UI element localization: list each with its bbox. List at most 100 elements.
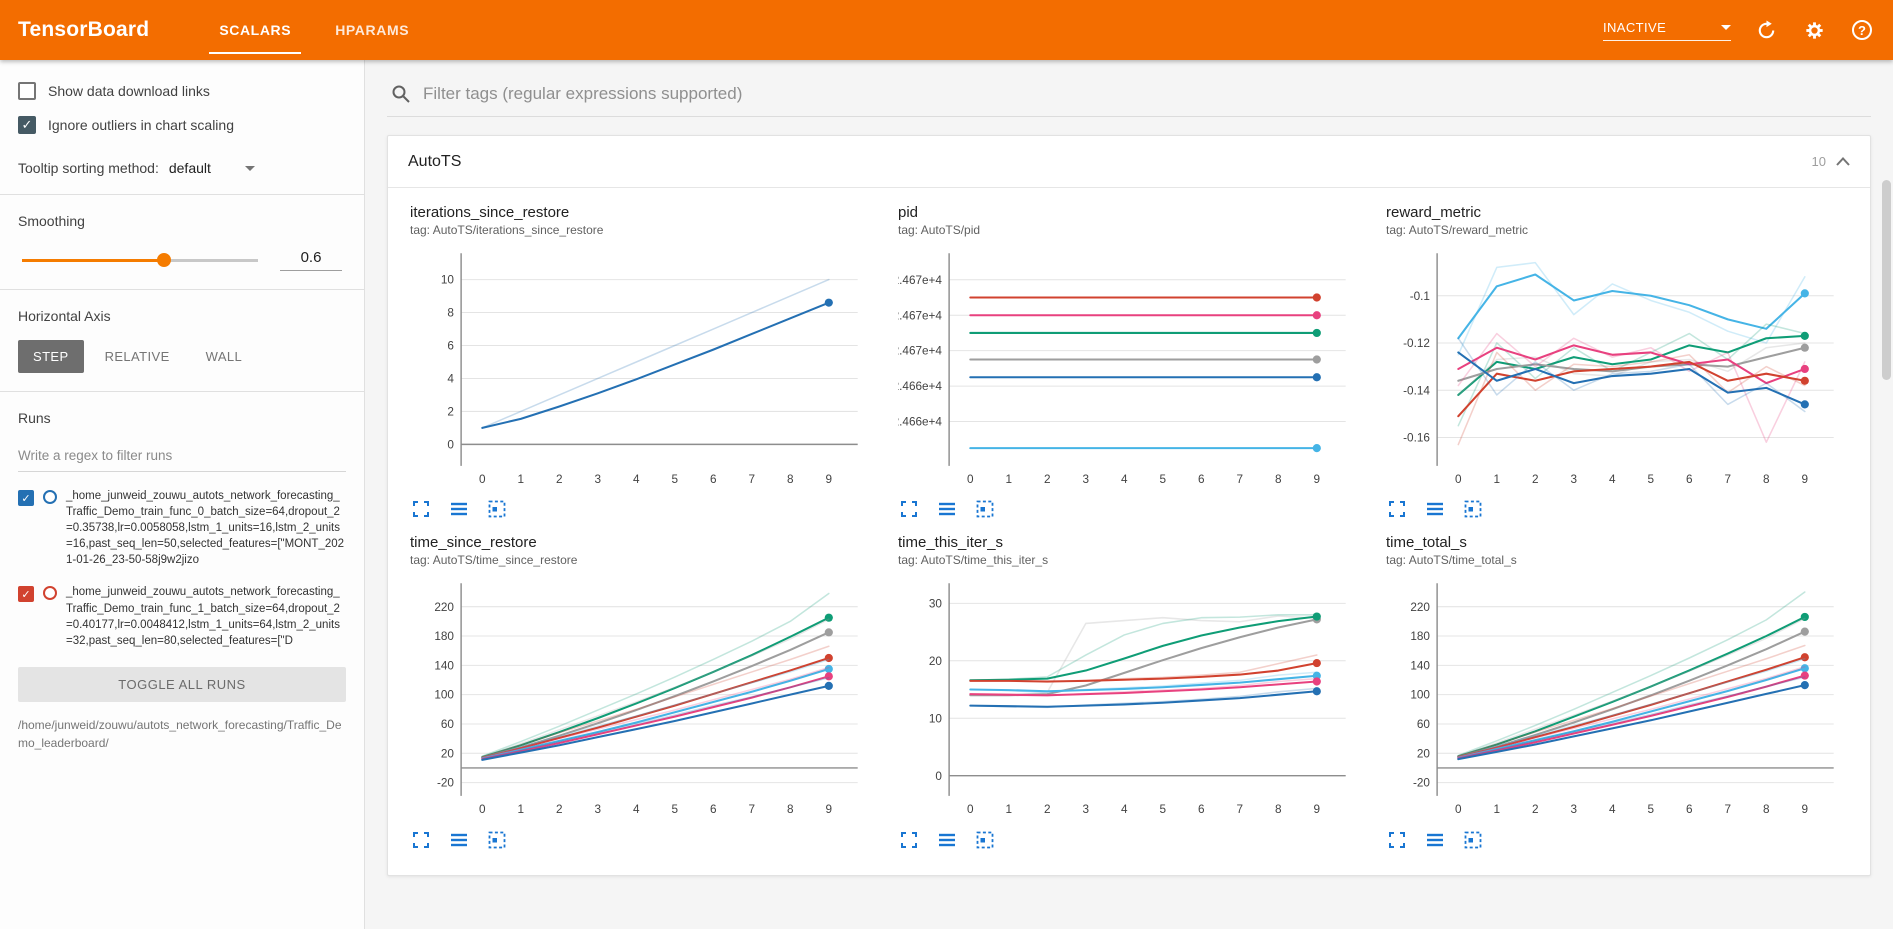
svg-text:0: 0 [1455, 804, 1462, 817]
checkbox-icon[interactable] [18, 82, 36, 100]
ignore-outliers-label: Ignore outliers in chart scaling [48, 117, 234, 133]
svg-text:0: 0 [935, 770, 942, 783]
chart-tag: tag: AutoTS/pid [898, 223, 981, 237]
pin-card-icon[interactable] [1462, 498, 1484, 520]
line-chart[interactable]: 30 20 10 0 0 1 2 3 4 5 6 7 8 9 [898, 573, 1360, 823]
expand-chart-icon[interactable] [1386, 498, 1408, 520]
expand-chart-icon[interactable] [410, 829, 432, 851]
tooltip-sorting-value: default [168, 160, 211, 176]
svg-text:-20: -20 [437, 777, 454, 790]
pin-card-icon[interactable] [974, 498, 996, 520]
svg-text:-0.1: -0.1 [1410, 290, 1430, 303]
svg-text:1: 1 [518, 804, 525, 817]
expand-chart-icon[interactable] [898, 829, 920, 851]
svg-text:30: 30 [929, 598, 943, 611]
slider-thumb[interactable] [156, 253, 171, 267]
svg-text:7: 7 [1237, 804, 1244, 817]
svg-text:2: 2 [556, 473, 563, 486]
smoothing-value-field[interactable]: 0.6 [280, 249, 342, 271]
run-name: _home_junweid_zouwu_autots_network_forec… [66, 490, 345, 567]
chart-toolbar [898, 829, 1360, 851]
ignore-outliers-checkbox[interactable]: ✓ Ignore outliers in chart scaling [18, 116, 346, 134]
chart-tag: tag: AutoTS/iterations_since_restore [410, 223, 604, 237]
svg-text:0: 0 [479, 804, 486, 817]
fit-domain-icon[interactable] [1424, 498, 1446, 520]
line-chart[interactable]: -0.1 -0.12 -0.14 -0.16 0 1 2 3 4 5 6 7 8 9 [1386, 243, 1848, 493]
line-chart[interactable]: 220 180 140 100 60 20 -20 0 1 2 3 4 5 6 7 8 9 [410, 573, 872, 823]
autots-card-title: AutoTS [408, 152, 462, 170]
tab-hparams[interactable]: HPARAMS [313, 0, 431, 60]
svg-text:1: 1 [1006, 473, 1013, 486]
svg-text:3: 3 [595, 804, 602, 817]
tag-filter-input[interactable] [423, 84, 1867, 104]
svg-text:60: 60 [441, 718, 455, 731]
checkbox-icon[interactable]: ✓ [18, 116, 36, 134]
refresh-icon[interactable] [1753, 17, 1779, 43]
pin-card-icon[interactable] [486, 829, 508, 851]
fit-domain-icon[interactable] [1424, 829, 1446, 851]
chevron-up-icon[interactable] [1836, 157, 1850, 166]
divider [0, 194, 364, 195]
tag-filter-bar [387, 74, 1871, 117]
svg-text:2: 2 [1044, 473, 1051, 486]
svg-text:0: 0 [479, 473, 486, 486]
scrollbar-thumb[interactable] [1882, 180, 1891, 380]
run-radio[interactable] [43, 490, 57, 504]
line-chart[interactable]: 0 2 4 6 8 10 0 1 2 3 4 5 6 7 8 9 [410, 243, 872, 493]
app-title: TensorBoard [18, 18, 150, 41]
axis-wall-button[interactable]: WALL [191, 340, 258, 373]
vertical-scrollbar[interactable] [1882, 140, 1891, 920]
fit-domain-icon[interactable] [448, 829, 470, 851]
run-name: _home_junweid_zouwu_autots_network_forec… [66, 586, 340, 647]
settings-sidebar: Show data download links ✓ Ignore outlie… [0, 60, 365, 929]
run-radio[interactable] [43, 586, 57, 601]
fit-domain-icon[interactable] [448, 498, 470, 520]
run-checkbox[interactable]: ✓ [18, 586, 34, 603]
pin-card-icon[interactable] [974, 829, 996, 851]
expand-chart-icon[interactable] [1386, 829, 1408, 851]
expand-chart-icon[interactable] [898, 498, 920, 520]
run-item[interactable]: ✓ _home_junweid_zouwu_autots_network_for… [18, 584, 346, 648]
line-chart[interactable]: 2.467e+4 2.467e+4 2.467e+4 2.466e+4 2.466e+4… [898, 243, 1360, 493]
line-chart[interactable]: 220 180 140 100 60 20 -20 0 1 2 3 4 5 6 7 8 9 [1386, 573, 1848, 823]
fit-domain-icon[interactable] [936, 498, 958, 520]
pin-card-icon[interactable] [486, 498, 508, 520]
chart-toolbar [410, 829, 872, 851]
axis-step-button[interactable]: STEP [18, 340, 84, 373]
tab-scalars[interactable]: SCALARS [197, 0, 313, 60]
tooltip-sorting-dropdown[interactable]: default [169, 160, 255, 176]
run-item[interactable]: ✓ _home_junweid_zouwu_autots_network_for… [18, 488, 346, 568]
svg-text:5: 5 [672, 473, 679, 486]
svg-text:8: 8 [787, 473, 794, 486]
show-download-links-checkbox[interactable]: Show data download links [18, 82, 346, 100]
run-checkbox[interactable]: ✓ [18, 490, 34, 506]
svg-text:60: 60 [1417, 718, 1431, 731]
gear-icon[interactable] [1801, 17, 1827, 43]
svg-text:1: 1 [1494, 473, 1501, 486]
autots-card-header[interactable]: AutoTS 10 [388, 136, 1870, 188]
pin-card-icon[interactable] [1462, 829, 1484, 851]
tooltip-sorting-label: Tooltip sorting method: [18, 160, 159, 176]
svg-text:0: 0 [1455, 473, 1462, 486]
svg-text:2.466e+4: 2.466e+4 [898, 416, 942, 429]
svg-text:180: 180 [434, 630, 454, 643]
axis-relative-button[interactable]: RELATIVE [90, 340, 185, 373]
svg-text:4: 4 [1121, 804, 1128, 817]
smoothing-slider[interactable] [22, 252, 258, 268]
svg-text:1: 1 [518, 473, 525, 486]
chart-title: pid [898, 204, 919, 221]
data-status-dropdown[interactable]: INACTIVE [1603, 20, 1731, 41]
chart-toolbar [1386, 498, 1848, 520]
fit-domain-icon[interactable] [936, 829, 958, 851]
runs-filter-input[interactable] [18, 442, 346, 472]
page-body: Show data download links ✓ Ignore outlie… [0, 60, 1893, 929]
help-icon[interactable]: ? [1849, 17, 1875, 43]
expand-chart-icon[interactable] [410, 498, 432, 520]
svg-text:20: 20 [929, 655, 943, 668]
svg-text:4: 4 [633, 804, 640, 817]
tab-scalars-label: SCALARS [219, 22, 292, 38]
svg-text:6: 6 [1686, 804, 1693, 817]
smoothing-label: Smoothing [18, 213, 85, 229]
chart-tag: tag: AutoTS/time_this_iter_s [898, 553, 1049, 568]
toggle-all-runs-button[interactable]: TOGGLE ALL RUNS [18, 666, 346, 702]
